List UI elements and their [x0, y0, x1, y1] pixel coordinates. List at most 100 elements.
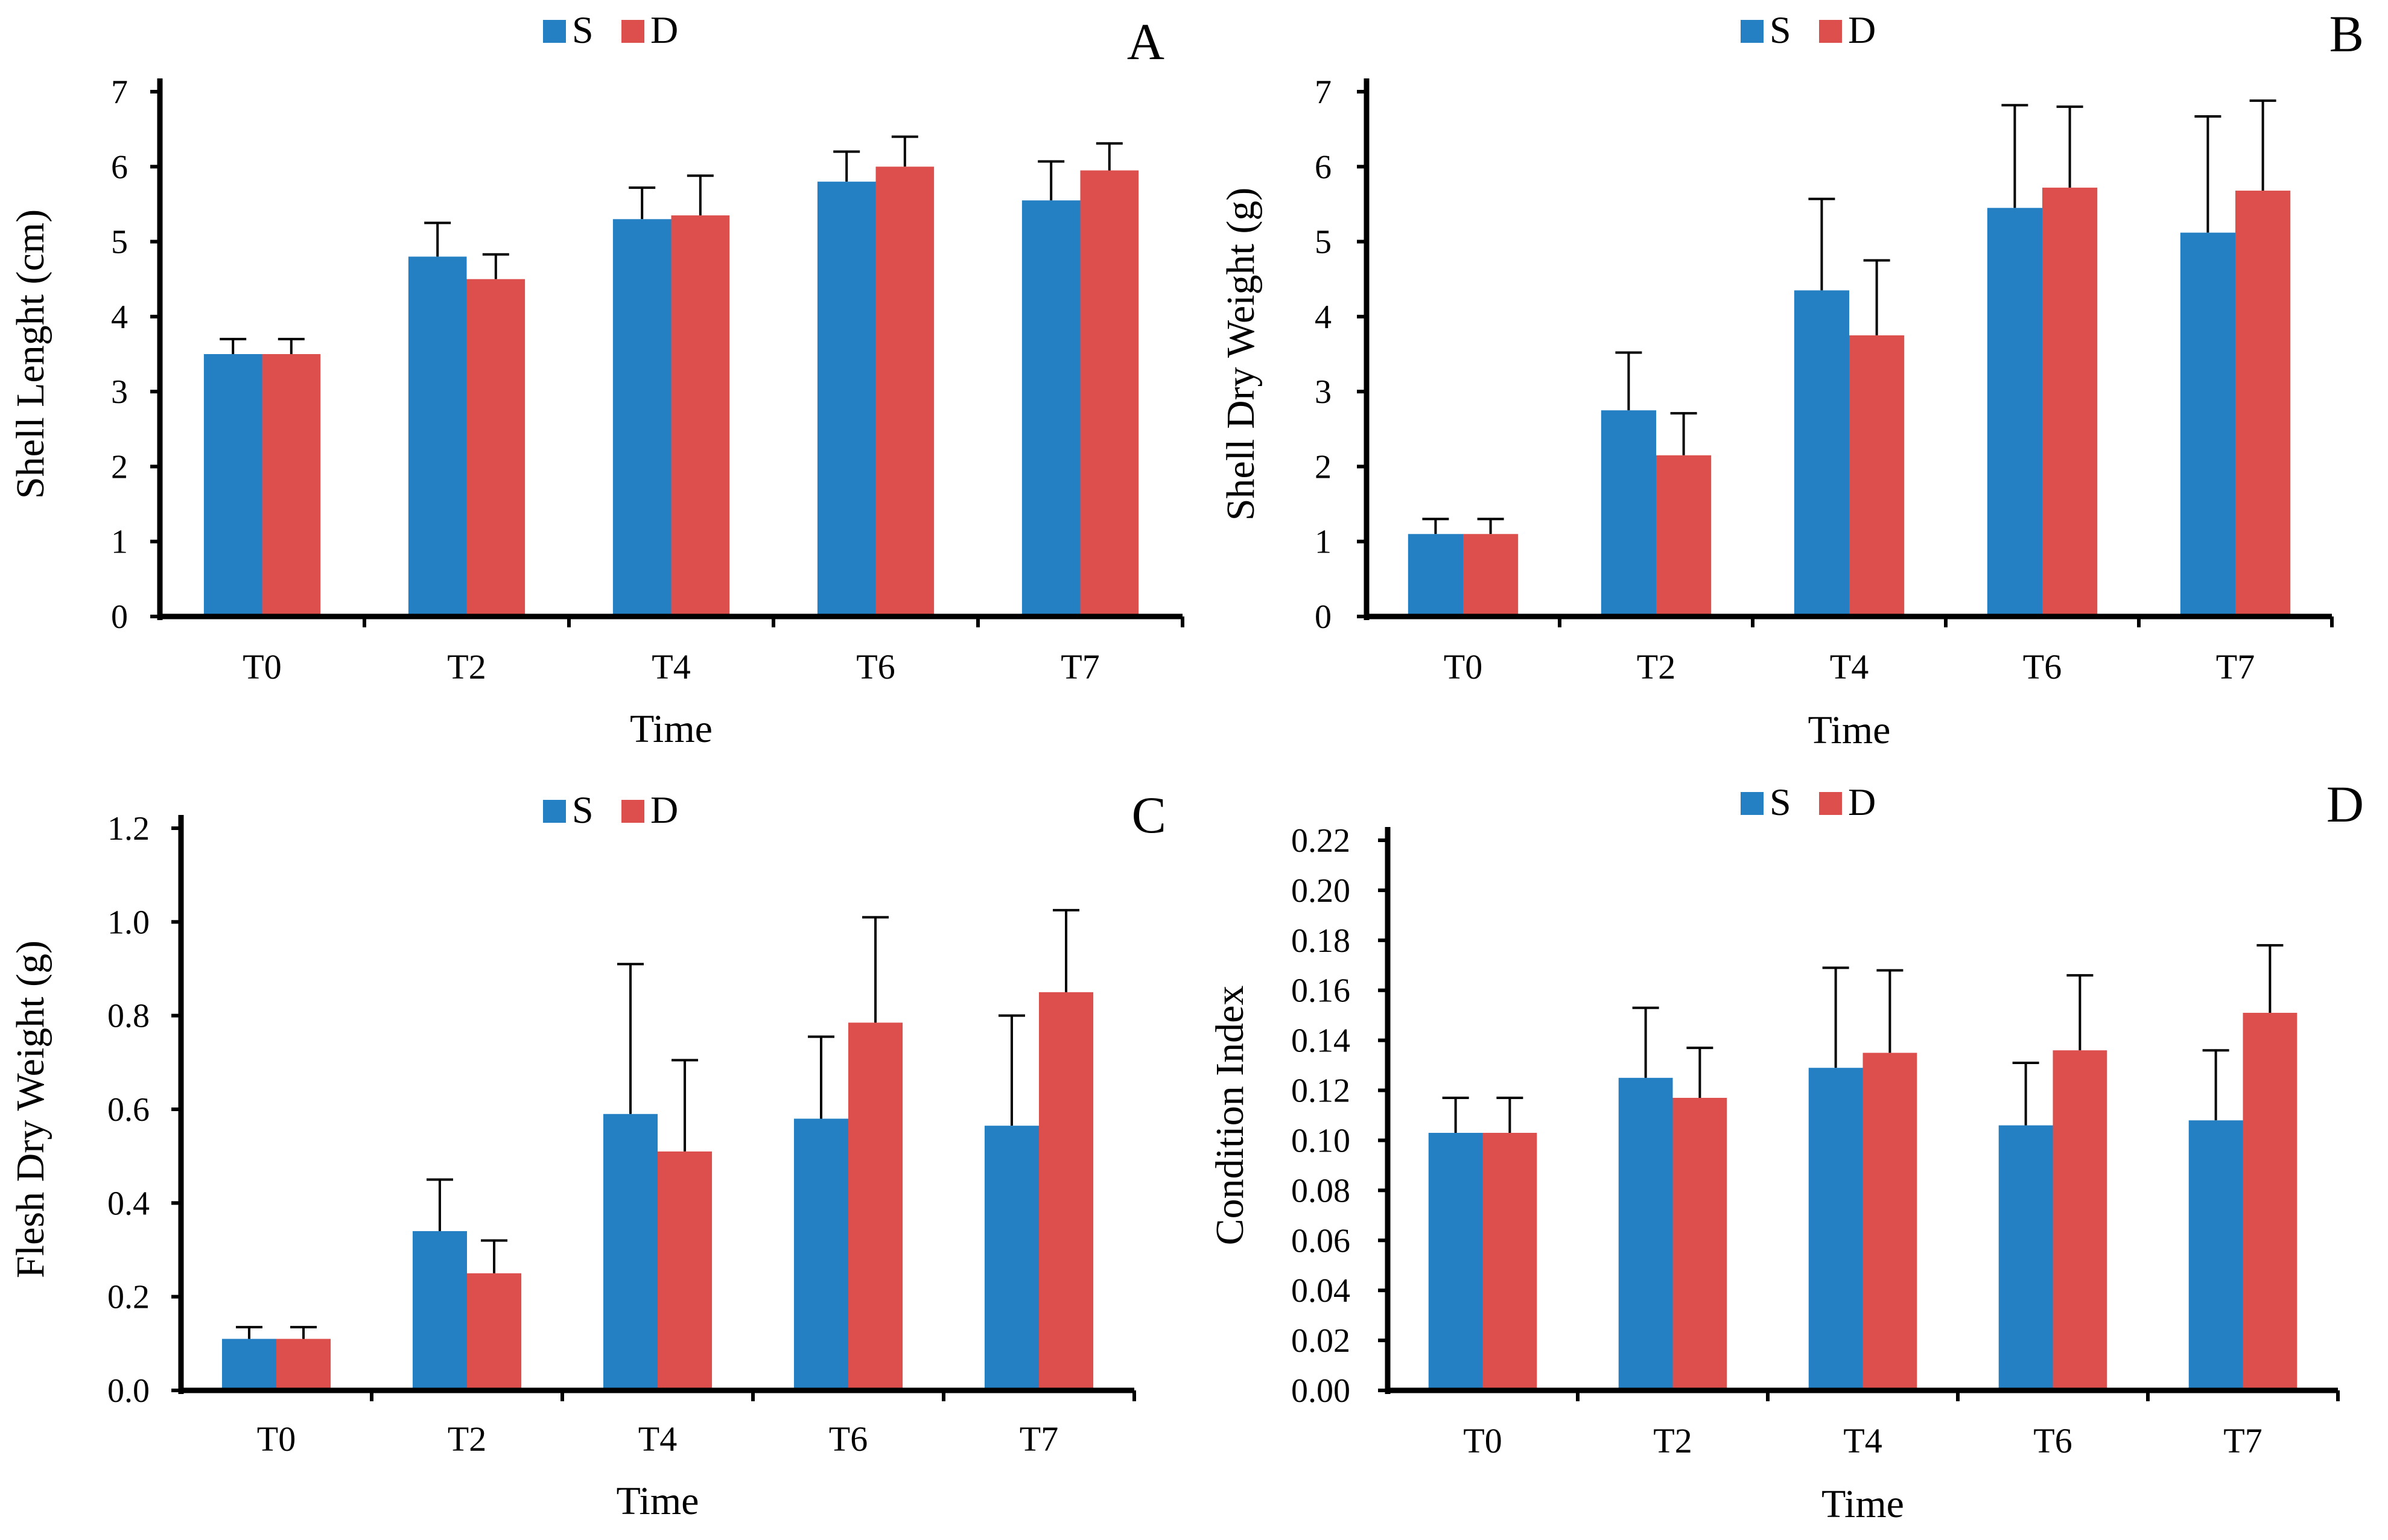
x-tick-label: T4: [1843, 1421, 1882, 1460]
chart-panel-a: 0 1 2 3 4 5 6 7 T0 T2 T4 T6 T7 Time Shell Lenght (cm) A…: [8, 8, 1184, 751]
bar-d-t0: [1463, 534, 1519, 616]
bar-s-t0: [1408, 534, 1463, 616]
bar-s-t4: [1808, 1068, 1863, 1390]
x-tick-label: T4: [652, 647, 690, 686]
bar-s-t7: [984, 1126, 1039, 1390]
bar-d-t2: [1656, 455, 1712, 616]
bar-s-t6: [1998, 1125, 2053, 1390]
bar-s-t0: [203, 354, 262, 616]
legend-swatch-d: [1819, 20, 1842, 43]
bar-s-t6: [793, 1118, 848, 1390]
panel-label: B: [2329, 5, 2364, 63]
x-tick-label: T2: [447, 647, 486, 686]
y-tick-label: 6: [1315, 148, 1332, 186]
bar-d-t4: [1849, 335, 1905, 616]
y-tick-label: 0.18: [1291, 922, 1350, 960]
bar-d-t0: [276, 1339, 331, 1390]
y-axis-title: Condition Index: [1208, 986, 1252, 1246]
legend-label-s: S: [1770, 781, 1791, 823]
y-tick-label: 0: [1315, 598, 1332, 636]
legend-label-s: S: [572, 788, 594, 831]
bar-d-t0: [1482, 1133, 1537, 1390]
x-tick-label: T6: [2033, 1421, 2072, 1460]
bar-s-t0: [1428, 1133, 1483, 1390]
y-tick-label: 5: [111, 224, 128, 261]
y-tick-label: 0.00: [1291, 1372, 1350, 1410]
legend-swatch-s: [1741, 792, 1764, 815]
y-tick-label: 0.06: [1291, 1222, 1350, 1260]
y-tick-label: 5: [1315, 224, 1332, 261]
bar-d-t7: [1080, 170, 1139, 616]
y-axis-title: Shell Lenght (cm): [8, 209, 52, 499]
x-tick-label: T2: [448, 1419, 486, 1459]
y-tick-label: 0.12: [1291, 1073, 1350, 1110]
x-tick-label: T7: [2223, 1421, 2262, 1460]
legend-swatch-s: [1741, 20, 1764, 43]
legend-label-d: D: [650, 788, 678, 831]
y-tick-label: 1: [1315, 524, 1332, 561]
y-tick-label: 2: [1315, 448, 1332, 486]
legend-label-d: D: [650, 8, 678, 51]
bar-d-t6: [875, 166, 935, 616]
y-tick-label: 0.4: [107, 1185, 150, 1222]
legend-label-d: D: [1848, 8, 1876, 51]
y-tick-label: 0.6: [107, 1091, 150, 1129]
x-tick-label: T4: [1830, 647, 1869, 686]
y-tick-label: 0.14: [1291, 1022, 1350, 1060]
y-tick-label: 4: [111, 299, 128, 336]
y-tick-label: 0.20: [1291, 872, 1350, 910]
x-axis-title: Time: [1821, 1482, 1904, 1526]
bar-s-t0: [221, 1339, 276, 1390]
legend-label-d: D: [1848, 781, 1876, 823]
y-tick-label: 0.8: [107, 998, 150, 1035]
x-axis-title: Time: [630, 707, 713, 751]
y-tick-label: 0.22: [1291, 822, 1350, 860]
y-tick-label: 1.0: [107, 904, 150, 941]
y-tick-label: 3: [111, 373, 128, 411]
bar-s-t4: [1794, 290, 1849, 616]
y-tick-label: 1: [111, 524, 128, 561]
x-tick-label: T0: [1463, 1421, 1502, 1460]
x-tick-label: T7: [2216, 647, 2255, 686]
x-tick-label: T0: [1444, 647, 1482, 686]
y-tick-label: 0.2: [107, 1279, 150, 1316]
y-tick-label: 0: [111, 598, 128, 636]
bar-s-t7: [2188, 1120, 2243, 1390]
legend-swatch-d: [621, 800, 644, 823]
bar-s-t6: [817, 182, 876, 617]
bar-s-t7: [1021, 200, 1081, 616]
x-tick-label: T2: [1653, 1421, 1692, 1460]
y-tick-label: 2: [111, 448, 128, 486]
y-tick-label: 1.2: [107, 810, 150, 848]
bar-d-t0: [262, 354, 321, 616]
bar-s-t2: [1618, 1077, 1673, 1390]
x-tick-label: T0: [257, 1419, 296, 1459]
bar-s-t6: [1987, 208, 2042, 617]
bar-d-t6: [848, 1022, 903, 1390]
x-tick-label: T6: [829, 1419, 868, 1459]
y-axis-title: Flesh Dry Weight (g): [8, 940, 52, 1278]
x-tick-label: T0: [243, 647, 281, 686]
legend-swatch-s: [543, 20, 566, 43]
bar-d-t2: [1672, 1097, 1727, 1390]
chart-panel-d: 0.00 0.02 0.04 0.06 0.08 0.10 0.12 0.14 0.16 0.18…: [1208, 775, 2364, 1526]
y-tick-label: 0.10: [1291, 1122, 1350, 1159]
legend-label-s: S: [572, 8, 594, 51]
chart-panel-c: 0.0 0.2 0.4 0.6 0.8 1.0 1.2 T0 T2 T4 T6 T7 Time Flesh…: [8, 786, 1166, 1523]
bar-d-t2: [467, 1273, 522, 1390]
panel-label: A: [1127, 13, 1164, 71]
x-tick-label: T4: [638, 1419, 677, 1459]
bar-d-t2: [466, 279, 526, 616]
y-tick-label: 7: [1315, 74, 1332, 111]
y-tick-label: 4: [1315, 299, 1332, 336]
bar-s-t7: [2180, 232, 2235, 617]
y-tick-label: 0.08: [1291, 1172, 1350, 1209]
bar-d-t7: [2235, 191, 2291, 616]
y-tick-label: 0.02: [1291, 1322, 1350, 1360]
legend-label-s: S: [1770, 8, 1791, 51]
legend-swatch-d: [621, 20, 644, 43]
bar-s-t2: [408, 256, 467, 616]
bar-d-t6: [2053, 1050, 2107, 1390]
x-axis-title: Time: [1808, 708, 1891, 752]
